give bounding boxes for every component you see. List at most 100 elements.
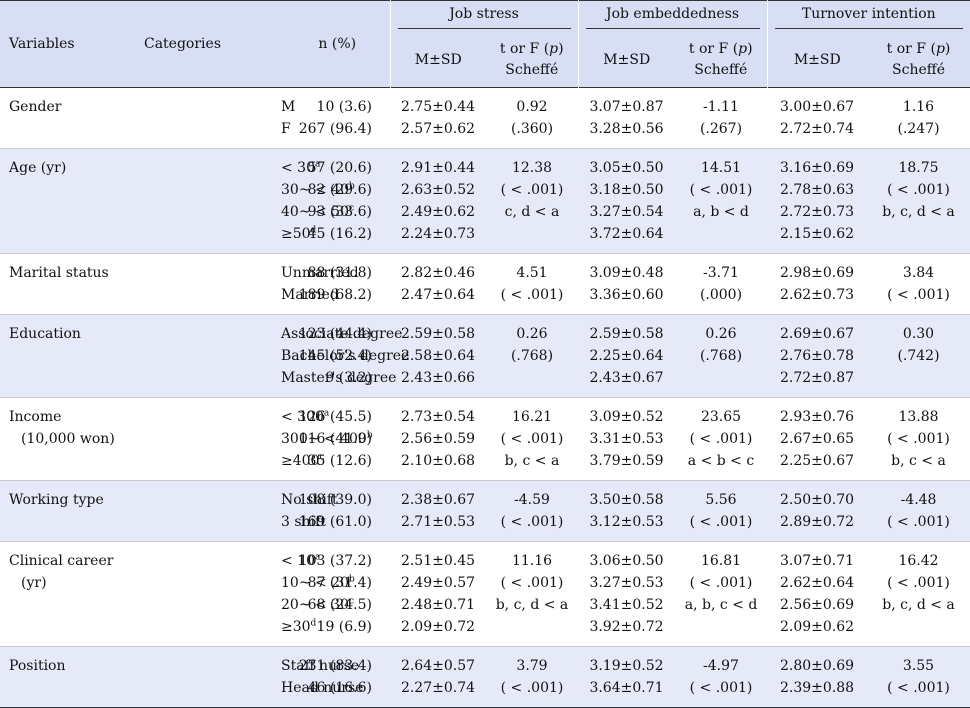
turnover-intention-msd-cell: 2.93±0.76 2.67±0.65 2.25±0.67 — [767, 398, 867, 481]
job-embeddedness-msd-cell: 3.09±0.48 3.36±0.60 — [578, 254, 675, 315]
turnover-intention-test-cell: 13.88 ( < .001) b, c < a — [867, 398, 970, 481]
table-row: Position Staff nurse Head nurse 231 (83.4) 4… — [0, 646, 970, 708]
job-embeddedness-msd: 3.09±0.48 — [589, 265, 664, 281]
turnover-intention-msd: 2.67±0.65 — [779, 431, 855, 447]
header-job-stress: Job stress — [389, 0, 578, 33]
job-embeddedness-test: -3.71 — [703, 265, 739, 281]
category-label: 300~ < 400b — [281, 430, 373, 447]
n-percent-value: 145 (52.4) — [298, 348, 372, 364]
job-stress-msd: 2.73±0.54 — [400, 409, 476, 425]
job-stress-msd: 2.58±0.64 — [400, 348, 476, 364]
turnover-intention-test: 0.30 — [902, 326, 935, 342]
category-label: 3 shift — [281, 514, 326, 530]
job-stress-msd: 2.63±0.52 — [400, 182, 476, 198]
category-label-cell: Unmarried Married — [135, 254, 359, 315]
job-embeddedness-msd-cell: 3.50±0.58 3.12±0.53 — [578, 480, 675, 542]
turnover-intention-test: ( < .001) — [887, 680, 950, 696]
header-msd: M±SD — [766, 33, 868, 88]
category-label-cell: < 300a 300~ < 400b ≥400c — [135, 398, 373, 481]
variable-name-cell: Gender — [0, 88, 135, 149]
category-label: 10~ < 20b — [281, 574, 355, 591]
job-stress-test: ( < .001) — [500, 287, 564, 303]
job-stress-test-cell: 3.79 ( < .001) — [486, 646, 578, 708]
job-stress-msd: 2.91±0.44 — [400, 160, 476, 176]
turnover-intention-msd: 3.07±0.71 — [779, 553, 855, 569]
n-percent-value: 231 (83.4) — [298, 658, 372, 674]
turnover-intention-msd-cell: 3.00±0.67 2.72±0.74 — [767, 88, 867, 149]
job-stress-test: (.360) — [510, 121, 554, 137]
category-label: Head nurse — [281, 680, 364, 696]
job-embeddedness-msd-cell: 2.59±0.58 2.25±0.64 2.43±0.67 — [578, 314, 675, 398]
job-embeddedness-msd: 3.06±0.50 — [589, 553, 664, 569]
job-embeddedness-msd: 3.72±0.64 — [589, 226, 664, 242]
job-embeddedness-test: (.267) — [699, 121, 743, 137]
n-percent-value-cell: 108 (39.0) 169 (61.0) — [285, 480, 390, 542]
job-stress-test: ( < .001) — [500, 182, 564, 198]
table-row: Clinical career (yr) < 10a 10~ < 20b 20~ < 3… — [0, 542, 970, 647]
job-embeddedness-test: ( < .001) — [689, 182, 753, 198]
job-embeddedness-test: -4.97 — [703, 658, 739, 674]
job-stress-test-cell: 4.51 ( < .001) — [486, 254, 578, 315]
category-label-cell: Associate degree Bachelor's degree Master'… — [135, 314, 410, 398]
job-stress-test: ( < .001) — [500, 575, 564, 591]
job-embeddedness-test: ( < .001) — [689, 514, 753, 530]
variable-name: Education — [9, 326, 81, 342]
job-embeddedness-test-cell: -1.11 (.267) — [675, 88, 767, 149]
category-label-cell: No shift 3 shift — [135, 480, 338, 542]
job-embeddedness-msd-cell: 3.05±0.50 3.18±0.50 3.27±0.54 3.72±0.64 — [578, 148, 675, 254]
n-percent-value: 57 (20.6) — [307, 160, 372, 176]
job-stress-msd-cell: 2.75±0.44 2.57±0.62 — [390, 88, 486, 149]
turnover-intention-msd: 2.72±0.87 — [779, 370, 855, 386]
variable-name-cell: Age (yr) — [0, 148, 135, 254]
variable-name: Age (yr) — [9, 160, 67, 176]
job-stress-test-cell: -4.59 ( < .001) — [486, 480, 578, 542]
job-stress-test-cell: 16.21 ( < .001) b, c < a — [486, 398, 578, 481]
turnover-intention-msd-cell: 2.80±0.69 2.39±0.88 — [767, 646, 868, 708]
job-embeddedness-msd: 3.64±0.71 — [589, 680, 664, 696]
n-percent-value: 123 (44.4) — [298, 326, 372, 342]
job-embeddedness-test-cell: 5.56 ( < .001) — [675, 480, 768, 542]
job-stress-test-cell: 12.38 ( < .001) c, d < a — [486, 148, 578, 254]
job-embeddedness-test-cell: 14.51 ( < .001) a, b < d — [675, 148, 768, 254]
turnover-intention-test: (.742) — [897, 348, 940, 364]
job-embeddedness-msd: 3.27±0.53 — [589, 575, 664, 591]
job-stress-test: 12.38 — [511, 160, 553, 176]
turnover-intention-test: 3.55 — [902, 658, 935, 674]
category-label: No shift — [281, 492, 338, 508]
turnover-intention-test: b, c, d < a — [882, 597, 955, 613]
n-percent-value: 189 (68.2) — [298, 287, 372, 303]
variable-name-cell: Education — [0, 314, 135, 398]
turnover-intention-test: b, c, d < a — [882, 204, 955, 220]
turnover-intention-msd: 3.16±0.69 — [779, 160, 855, 176]
job-stress-msd: 2.38±0.67 — [400, 492, 476, 508]
turnover-intention-test: b, c < a — [891, 453, 946, 469]
job-stress-msd-cell: 2.59±0.58 2.58±0.64 2.43±0.66 — [390, 314, 486, 398]
job-stress-test-cell: 11.16 ( < .001) b, c, d < a — [486, 542, 578, 647]
category-label-cell: Staff nurse Head nurse — [135, 646, 364, 708]
job-embeddedness-test: a, b, c < d — [684, 597, 758, 613]
category-label: ≥400c — [281, 452, 325, 469]
header-variables: Variables — [0, 0, 135, 88]
job-stress-test: ( < .001) — [500, 680, 564, 696]
category-label: 40~ < 50c — [281, 203, 355, 220]
job-stress-msd-cell: 2.91±0.44 2.63±0.52 2.49±0.62 2.24±0.73 — [390, 148, 486, 254]
job-stress-msd-cell: 2.38±0.67 2.71±0.53 — [390, 480, 486, 542]
job-embeddedness-msd-cell: 3.07±0.87 3.28±0.56 — [578, 88, 675, 149]
turnover-intention-test-cell: 1.16 (.247) — [867, 88, 970, 149]
turnover-intention-test: ( < .001) — [887, 431, 950, 447]
n-percent-value: 19 (6.9) — [316, 619, 372, 635]
job-stress-msd: 2.27±0.74 — [400, 680, 476, 696]
job-stress-test: -4.59 — [514, 492, 550, 508]
job-embeddedness-msd: 2.59±0.58 — [589, 326, 664, 342]
category-label: Bachelor's degree — [281, 348, 410, 364]
turnover-intention-test-cell: 16.42 ( < .001) b, c, d < a — [867, 542, 970, 647]
job-embeddedness-test: 23.65 — [700, 409, 742, 425]
header-test: t or F (p) Scheffé — [867, 33, 970, 88]
job-embeddedness-msd-cell: 3.19±0.52 3.64±0.71 — [578, 646, 675, 708]
category-label: Staff nurse — [281, 658, 360, 674]
job-embeddedness-msd: 3.92±0.72 — [589, 619, 664, 635]
n-percent-value: 93 (33.6) — [307, 204, 372, 220]
job-embeddedness-msd: 3.18±0.50 — [589, 182, 664, 198]
n-percent-value: 88 (31.8) — [307, 265, 372, 281]
